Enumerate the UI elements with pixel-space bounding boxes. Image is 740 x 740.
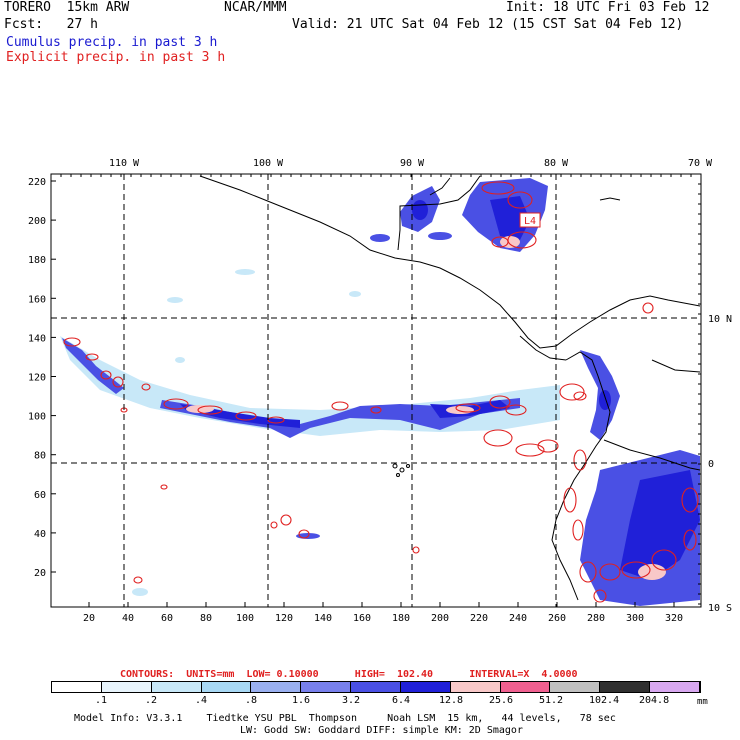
colorbar-label: .1: [94, 695, 108, 706]
y-tick-label: 140: [28, 333, 46, 344]
y-tick-label: 200: [28, 216, 46, 227]
cumulus-label: Cumulus precip. in past 3 h: [6, 35, 218, 50]
organization: NCAR/MMM: [224, 0, 287, 15]
colorbar-label: 51.2: [539, 695, 564, 706]
y-tick-label: 20: [34, 568, 46, 579]
x-tick-label: 220: [470, 613, 488, 624]
colorbar-label: 102.4: [589, 695, 620, 706]
colorbar-label: .2: [144, 695, 158, 706]
lon-label: 70 W: [688, 158, 713, 169]
map-frame: [50, 173, 702, 608]
y-tick-label: 60: [34, 490, 46, 501]
x-tick-label: 240: [509, 613, 527, 624]
lat-lon-grid: [51, 174, 701, 607]
lat-label: 0: [708, 459, 714, 470]
lon-label: 110 W: [109, 158, 140, 169]
explicit-precip-contours: [63, 181, 699, 603]
colorbar-unit: mm: [697, 697, 708, 707]
colorbar-label: 1.6: [291, 695, 311, 706]
lon-label: 90 W: [400, 158, 425, 169]
l4-box: [519, 212, 541, 228]
colorbar-swatch: [500, 682, 551, 692]
y-tick-label: 100: [28, 412, 46, 423]
colorbar-label: .4: [194, 695, 208, 706]
x-tick-label: 320: [665, 613, 683, 624]
l4-label: L4: [524, 216, 536, 227]
colorbar-swatch: [400, 682, 451, 692]
colorbar-swatch: [550, 682, 601, 692]
lon-label: 80 W: [544, 158, 569, 169]
x-tick-label: 180: [392, 613, 410, 624]
model-info-line1: Model Info: V3.3.1 Tiedtke YSU PBL Thomp…: [74, 713, 616, 724]
contours-info: CONTOURS: UNITS=mm LOW= 0.10000 HIGH= 10…: [120, 669, 578, 680]
colorbar: [51, 681, 701, 693]
very-heavy-precip-areas: [186, 236, 666, 580]
x-tick-label: 140: [314, 613, 332, 624]
colorbar-swatch: [450, 682, 501, 692]
colorbar-swatch: [600, 682, 651, 692]
y-tick-label: 180: [28, 255, 46, 266]
colorbar-swatch: [201, 682, 252, 692]
colorbar-swatch: [351, 682, 401, 692]
x-tick-label: 160: [353, 613, 371, 624]
colorbar-label: 3.2: [341, 695, 361, 706]
lon-label: 100 W: [253, 158, 284, 169]
lat-label: 10 S: [708, 603, 732, 614]
colorbar-label: 204.8: [639, 695, 670, 706]
colorbar-label: .8: [244, 695, 258, 706]
lat-label: 10 N: [708, 314, 732, 325]
x-tick-label: 200: [431, 613, 449, 624]
y-tick-label: 120: [28, 373, 46, 384]
colorbar-swatch: [52, 682, 102, 692]
axis-labels: 110 W 100 W 90 W 80 W 70 W 10 N 0 10 S 2…: [28, 158, 732, 624]
model-info-line2: LW: Godd SW: Goddard DIFF: simple KM: 2D…: [240, 725, 523, 736]
x-tick-label: 60: [161, 613, 173, 624]
colorbar-swatch: [301, 682, 352, 692]
x-tick-label: 280: [587, 613, 605, 624]
colorbar-label: 6.4: [391, 695, 411, 706]
x-tick-label: 120: [275, 613, 293, 624]
y-tick-label: 160: [28, 294, 46, 305]
init-time: Init: 18 UTC Fri 03 Feb 12: [506, 0, 710, 15]
model-name: TORERO 15km ARW: [4, 0, 130, 15]
forecast-hour: Fcst: 27 h: [4, 17, 98, 32]
explicit-label: Explicit precip. in past 3 h: [6, 50, 226, 65]
x-tick-label: 80: [200, 613, 212, 624]
x-tick-label: 260: [548, 613, 566, 624]
y-tick-label: 40: [34, 529, 46, 540]
x-tick-label: 300: [626, 613, 644, 624]
colorbar-swatch: [650, 682, 700, 692]
valid-time: Valid: 21 UTC Sat 04 Feb 12 (15 CST Sat …: [292, 17, 684, 32]
colorbar-swatch: [101, 682, 152, 692]
colorbar-labels: .1 .2 .4 .8 1.6 3.2 6.4 12.8 25.6 51.2 102.4 204.8: [0, 695, 740, 707]
y-tick-label: 220: [28, 177, 46, 188]
colorbar-label: 12.8: [439, 695, 464, 706]
colorbar-label: 25.6: [489, 695, 514, 706]
axis-ticks: [50, 173, 702, 607]
y-tick-label: 80: [34, 451, 46, 462]
colorbar-swatch: [151, 682, 202, 692]
x-tick-label: 40: [122, 613, 134, 624]
x-tick-label: 20: [83, 613, 95, 624]
colorbar-swatch: [251, 682, 302, 692]
x-tick-label: 100: [236, 613, 254, 624]
